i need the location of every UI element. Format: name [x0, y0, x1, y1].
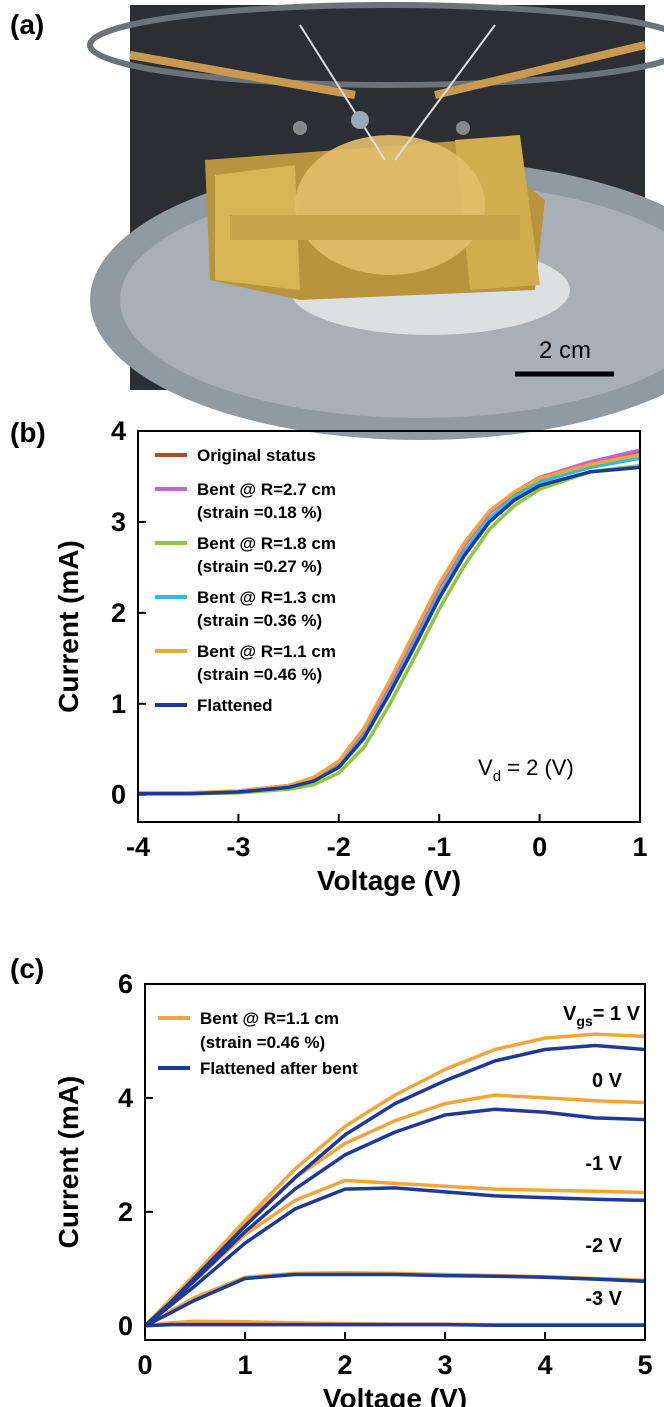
y-axis-label: Current (mA)	[53, 540, 84, 713]
legend-label: Flattened	[197, 696, 273, 715]
x-tick-label: -3	[226, 832, 250, 862]
plot-frame	[144, 983, 646, 1341]
x-tick-label: -1	[427, 832, 451, 862]
data-line	[143, 1107, 646, 1328]
y-axis-label: Current (mA)	[53, 1076, 84, 1249]
data-line	[143, 1186, 646, 1328]
x-tick-label: 0	[532, 832, 547, 862]
x-tick-label: 4	[537, 1350, 552, 1380]
panel-label: (b)	[10, 417, 46, 448]
y-tick-label: 6	[118, 969, 133, 999]
x-tick-label: 3	[437, 1350, 452, 1380]
text-part: = 2 (V)	[501, 755, 574, 780]
data-line	[144, 1322, 645, 1328]
legend-label: (strain =0.36 %)	[197, 611, 322, 630]
text-part: -2 V	[585, 1235, 622, 1257]
x-tick-label: 1	[632, 832, 647, 862]
x-tick-label: 0	[137, 1350, 152, 1380]
text-part: gs	[576, 1013, 593, 1029]
text-part: = 1 V	[593, 1003, 641, 1025]
x-tick-label: -4	[126, 832, 150, 862]
legend-label: (strain =0.46 %)	[197, 665, 322, 684]
plot-frame	[137, 430, 641, 823]
text-part: -1 V	[585, 1153, 622, 1175]
legend-label: Bent @ R=1.8 cm	[197, 534, 336, 553]
y-tick-label: 3	[111, 507, 126, 537]
y-tick-label: 4	[118, 1083, 133, 1113]
panel-label: (c)	[10, 953, 44, 984]
data-line	[143, 1043, 646, 1328]
legend-label: Bent @ R=1.3 cm	[197, 588, 336, 607]
scale-bar-label: 2 cm	[539, 337, 591, 364]
legend-label: (strain =0.46 %)	[200, 1033, 325, 1052]
text-part: V	[478, 755, 493, 780]
text-part: d	[493, 768, 501, 785]
x-tick-label: 5	[637, 1350, 652, 1380]
legend-label: Bent @ R=2.7 cm	[197, 480, 336, 499]
curve-label: -2 V	[585, 1235, 622, 1257]
legend-label: Bent @ R=1.1 cm	[197, 642, 336, 661]
y-tick-label: 2	[111, 598, 126, 628]
y-tick-label: 1	[111, 689, 126, 719]
data-line	[138, 465, 641, 796]
legend-label: Bent @ R=1.1 cm	[200, 1009, 339, 1028]
data-line	[144, 1271, 646, 1328]
x-tick-label: 2	[337, 1350, 352, 1380]
y-tick-label: 0	[111, 780, 126, 810]
data-line	[143, 1093, 646, 1328]
annotation: Vd = 2 (V)	[478, 755, 574, 785]
curve-label: -1 V	[585, 1153, 622, 1175]
y-tick-label: 0	[118, 1311, 133, 1341]
x-tick-label: -2	[327, 832, 351, 862]
text-part: 0 V	[592, 1070, 623, 1092]
x-axis-label: Voltage (V)	[323, 1383, 467, 1407]
legend-label: (strain =0.18 %)	[197, 503, 322, 522]
y-tick-label: 4	[111, 416, 126, 446]
legend-label: Flattened after bent	[200, 1059, 358, 1078]
legend-label: Original status	[197, 446, 316, 465]
x-axis-label: Voltage (V)	[317, 865, 461, 896]
text-part: V	[563, 1003, 577, 1025]
curve-label: 0 V	[592, 1070, 623, 1092]
data-line	[144, 1272, 646, 1328]
photo	[87, 2, 664, 440]
curve-label: Vgs= 1 V	[563, 1003, 641, 1029]
legend-label: (strain =0.27 %)	[197, 557, 322, 576]
text-part: -3 V	[585, 1288, 622, 1310]
curve-label: -3 V	[585, 1288, 622, 1310]
x-tick-label: 1	[237, 1350, 252, 1380]
y-tick-label: 2	[118, 1197, 133, 1227]
panel-label: (a)	[10, 9, 44, 40]
